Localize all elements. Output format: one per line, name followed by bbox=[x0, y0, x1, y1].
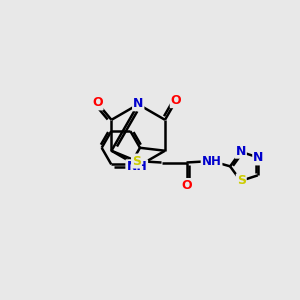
Text: N: N bbox=[133, 97, 143, 110]
Text: O: O bbox=[171, 94, 182, 107]
Text: N: N bbox=[236, 145, 246, 158]
Text: NH: NH bbox=[202, 154, 221, 167]
Text: S: S bbox=[237, 174, 246, 188]
Text: O: O bbox=[181, 179, 192, 192]
Text: N: N bbox=[253, 152, 264, 164]
Text: O: O bbox=[92, 96, 103, 110]
Text: S: S bbox=[132, 154, 141, 167]
Text: NH: NH bbox=[126, 160, 147, 173]
